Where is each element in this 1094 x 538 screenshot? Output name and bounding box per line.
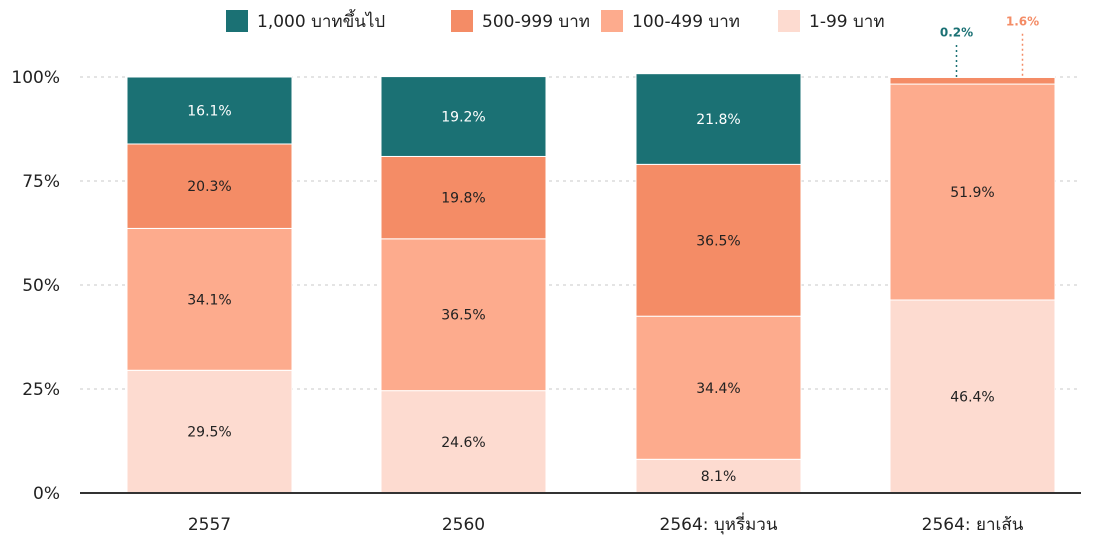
bar-segment bbox=[889, 299, 1056, 494]
legend-swatch bbox=[778, 10, 800, 32]
data-label: 1.6% bbox=[1006, 14, 1039, 28]
legend-swatch bbox=[451, 10, 473, 32]
x-axis: 2557 2560 2564: บุหรี่มวน 2564: ยาเส้น bbox=[80, 492, 1081, 535]
legend-label: 1,000 บาทขึ้นไป bbox=[257, 9, 385, 32]
bar-segment bbox=[889, 83, 1056, 301]
data-label: 20.3% bbox=[187, 179, 231, 195]
data-label: 0.2% bbox=[940, 26, 973, 40]
bar-segment bbox=[635, 163, 802, 317]
data-label: 29.5% bbox=[187, 425, 231, 441]
x-tick-label: 2564: ยาเส้น bbox=[922, 515, 1024, 535]
legend-swatch bbox=[226, 10, 248, 32]
data-label: 34.4% bbox=[696, 381, 740, 397]
bar-segment bbox=[126, 76, 293, 145]
bar-segment bbox=[126, 227, 293, 371]
data-label: 36.5% bbox=[696, 233, 740, 249]
data-label: 34.1% bbox=[187, 292, 231, 308]
y-tick-label: 25% bbox=[22, 380, 60, 400]
y-tick-label: 100% bbox=[11, 68, 60, 88]
data-label: 46.4% bbox=[950, 389, 994, 405]
x-tick-label: 2564: บุหรี่มวน bbox=[660, 512, 778, 535]
y-axis: 0% 25% 50% 75% 100% bbox=[11, 68, 60, 504]
data-label: 16.1% bbox=[187, 103, 231, 119]
y-tick-label: 50% bbox=[22, 276, 60, 296]
legend-label: 1-99 บาท bbox=[809, 12, 885, 32]
data-label: 36.5% bbox=[441, 308, 485, 324]
bar-segment bbox=[889, 76, 1056, 78]
data-label: 21.8% bbox=[696, 112, 740, 128]
bar-segment bbox=[635, 315, 802, 460]
legend-label: 500-999 บาท bbox=[482, 12, 590, 32]
x-tick-label: 2560 bbox=[442, 515, 485, 535]
data-label: 19.2% bbox=[441, 110, 485, 126]
legend: 1,000 บาทขึ้นไป 500-999 บาท 100-499 บาท 1-9… bbox=[226, 9, 885, 32]
bar-segment bbox=[380, 76, 547, 157]
data-label: 19.8% bbox=[441, 191, 485, 207]
bar-segment bbox=[380, 238, 547, 392]
legend-swatch bbox=[601, 10, 623, 32]
bar-segment bbox=[126, 143, 293, 229]
y-tick-label: 0% bbox=[33, 484, 60, 504]
y-tick-label: 75% bbox=[22, 172, 60, 192]
data-label: 8.1% bbox=[701, 469, 737, 485]
x-tick-label: 2557 bbox=[188, 515, 231, 535]
data-label: 24.6% bbox=[441, 435, 485, 451]
bars: 29.5% 24.6% 8.1% 46.4% 34.1% 36.5% 34.4% 51.9% 2… bbox=[126, 14, 1056, 494]
legend-label: 100-499 บาท bbox=[632, 12, 740, 32]
bar-segment bbox=[635, 73, 802, 165]
bar-segment bbox=[380, 155, 547, 240]
data-label: 51.9% bbox=[950, 185, 994, 201]
bar-segment bbox=[889, 76, 1056, 85]
bar-segment bbox=[380, 390, 547, 494]
